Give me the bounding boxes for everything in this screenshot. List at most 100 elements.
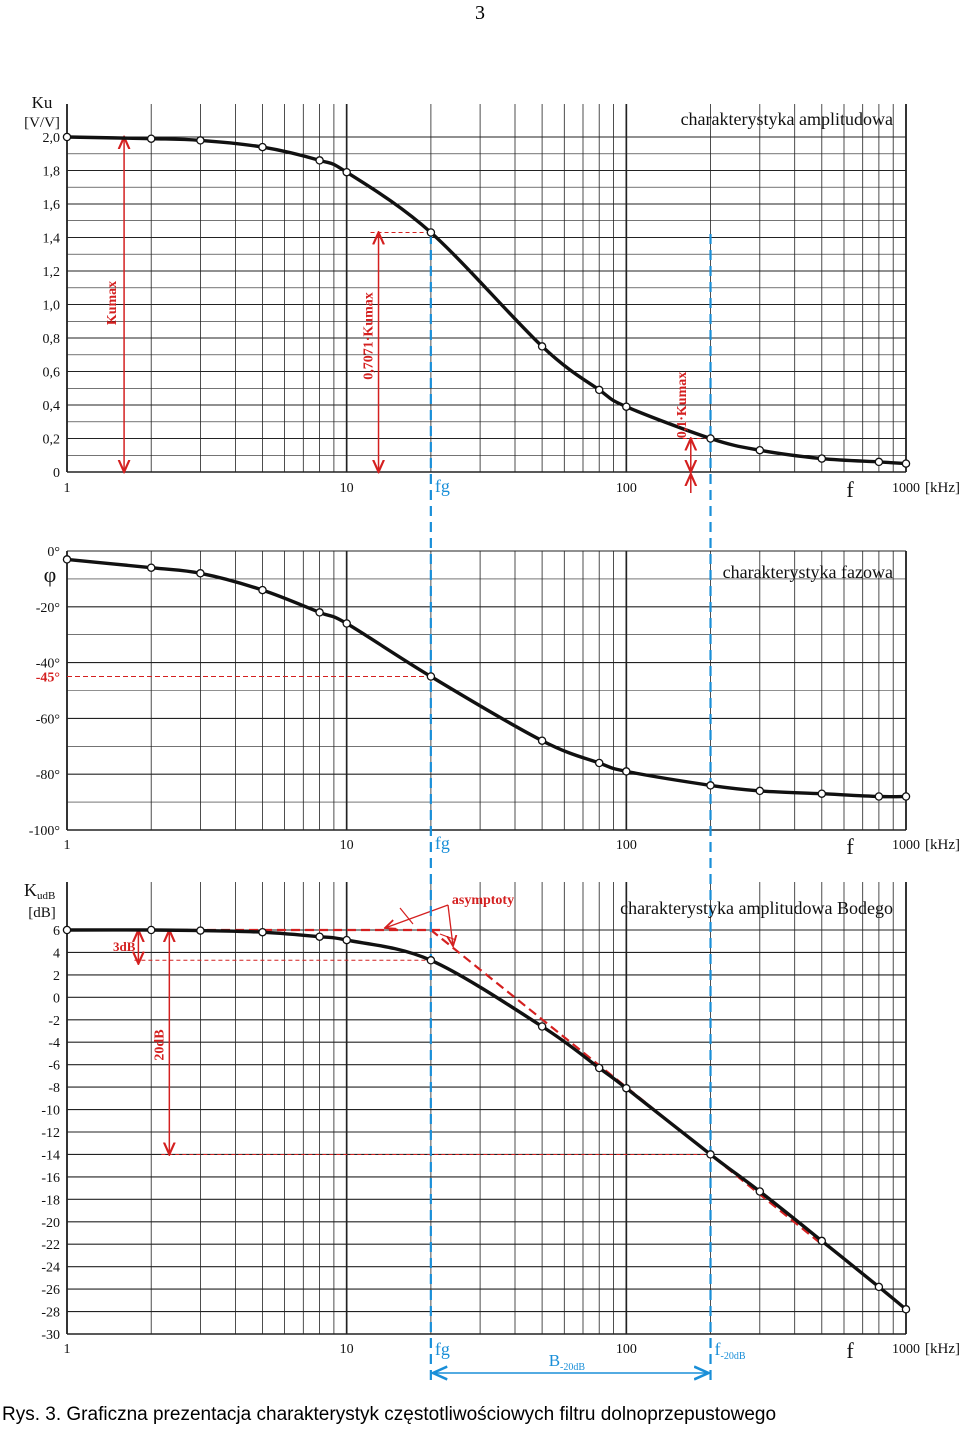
y-tick-label: -60° <box>36 712 60 727</box>
y-tick-label: 1,8 <box>43 165 61 180</box>
x-tick-label: 10 <box>340 481 354 496</box>
response-curve <box>65 557 908 799</box>
data-point <box>315 608 324 617</box>
data-point <box>901 792 911 801</box>
data-point <box>755 786 765 796</box>
data-point <box>706 1150 715 1159</box>
x-tick-label: 10 <box>340 1342 354 1357</box>
y-tick-label: -14 <box>41 1148 60 1163</box>
x-tick-label: 1 <box>64 1342 71 1357</box>
bandwidth-subscript: -20dB <box>560 1362 585 1373</box>
x-axis-unit: [kHz] <box>925 837 960 853</box>
x-tick-label: 1 <box>64 838 71 853</box>
data-point <box>901 1305 911 1314</box>
x-axis-symbol: f <box>846 834 854 859</box>
y-tick-label: 2 <box>53 969 60 984</box>
dimension-label: 3dB <box>113 939 136 954</box>
data-point <box>901 459 911 468</box>
y-tick-label: 1,2 <box>43 265 61 280</box>
data-point <box>706 434 715 443</box>
f20-marker-subscript: -20dB <box>721 1351 746 1362</box>
data-point <box>594 758 604 768</box>
chart-title: charakterystyka amplitudowa Bodego <box>620 898 893 918</box>
data-point <box>706 781 715 790</box>
data-point <box>426 956 436 965</box>
y-tick-label: 0,8 <box>43 332 61 347</box>
data-point <box>622 767 631 776</box>
y-tick-label: -10 <box>41 1104 60 1119</box>
data-point <box>874 792 884 801</box>
y-tick-label: -4 <box>48 1036 60 1051</box>
data-point <box>594 385 604 395</box>
y-tick-label: 2,0 <box>43 131 61 146</box>
data-point <box>622 1083 631 1093</box>
y-tick-label: -8 <box>48 1081 60 1096</box>
data-point <box>258 142 267 152</box>
x-tick-label: 100 <box>616 481 637 496</box>
data-point <box>62 925 72 935</box>
data-point <box>426 672 436 681</box>
reference-label: -45° <box>36 671 60 686</box>
asymptotes-label: asymptoty <box>452 893 514 908</box>
x-tick-label: 1000 <box>892 1342 920 1357</box>
data-point <box>537 342 547 351</box>
y-tick-label: 0 <box>53 466 60 481</box>
data-point <box>874 457 884 467</box>
data-point <box>817 454 827 463</box>
asymptote-tick <box>439 933 457 941</box>
dimension-label: Kumax <box>105 281 120 325</box>
data-point <box>196 926 205 935</box>
y-axis-label-subscript: udB <box>37 890 55 902</box>
y-tick-label: -16 <box>41 1171 60 1186</box>
y-tick-label: -18 <box>41 1193 60 1208</box>
x-tick-label: 1 <box>64 481 71 496</box>
f20-marker-label: f-20dB <box>715 1339 746 1362</box>
data-point <box>537 736 547 745</box>
y-axis-label: Ku <box>32 93 53 112</box>
y-tick-label: 4 <box>53 946 60 961</box>
data-point <box>146 134 156 143</box>
data-point <box>817 789 827 798</box>
x-axis-symbol: f <box>846 477 854 502</box>
y-tick-label: 0,4 <box>43 399 61 414</box>
y-tick-label: 0,2 <box>43 433 61 448</box>
x-tick-label: 1000 <box>892 838 920 853</box>
y-tick-label: -24 <box>41 1261 60 1276</box>
y-tick-label: -12 <box>41 1126 60 1141</box>
y-tick-label: 0,6 <box>43 366 61 381</box>
x-axis-symbol: f <box>846 1338 854 1363</box>
y-axis-unit: [V/V] <box>24 115 60 131</box>
x-tick-label: 100 <box>616 1342 637 1357</box>
data-point <box>874 1282 884 1292</box>
data-point <box>62 555 72 564</box>
y-tick-label: -22 <box>41 1238 60 1253</box>
data-point <box>146 563 156 572</box>
page-number: 3 <box>475 2 485 24</box>
x-tick-label: 1000 <box>892 481 920 496</box>
fg-marker-label: fg <box>435 1339 450 1359</box>
data-point <box>537 1022 547 1031</box>
data-point <box>258 585 267 595</box>
chart-title: charakterystyka amplitudowa <box>681 109 893 129</box>
data-point <box>258 927 267 937</box>
frequency-response-figure: 00,20,40,60,81,01,21,41,61,82,01 10 100 100… <box>24 93 960 1400</box>
data-point <box>196 136 205 145</box>
y-axis-label: KudB <box>24 880 55 902</box>
response-curve <box>65 135 908 466</box>
y-tick-label: -28 <box>41 1306 60 1321</box>
x-axis-unit: [kHz] <box>925 1341 960 1357</box>
y-tick-label: 6 <box>53 924 60 939</box>
x-tick-label: 100 <box>616 838 637 853</box>
y-tick-label: -40° <box>36 657 60 672</box>
y-tick-label: -30 <box>41 1328 60 1343</box>
chart-title: charakterystyka fazowa <box>723 562 893 582</box>
figure-caption: Rys. 3. Graficzna prezentacja charaktery… <box>2 1404 777 1425</box>
data-point <box>62 132 72 142</box>
y-axis-unit: [dB] <box>28 905 56 921</box>
data-point <box>817 1236 827 1246</box>
fg-marker-label: fg <box>435 476 450 496</box>
data-point <box>146 925 156 935</box>
dimension-label: 0,1·Kumax <box>675 372 690 439</box>
y-axis-label: φ <box>44 562 57 587</box>
y-tick-label: -80° <box>36 768 60 783</box>
